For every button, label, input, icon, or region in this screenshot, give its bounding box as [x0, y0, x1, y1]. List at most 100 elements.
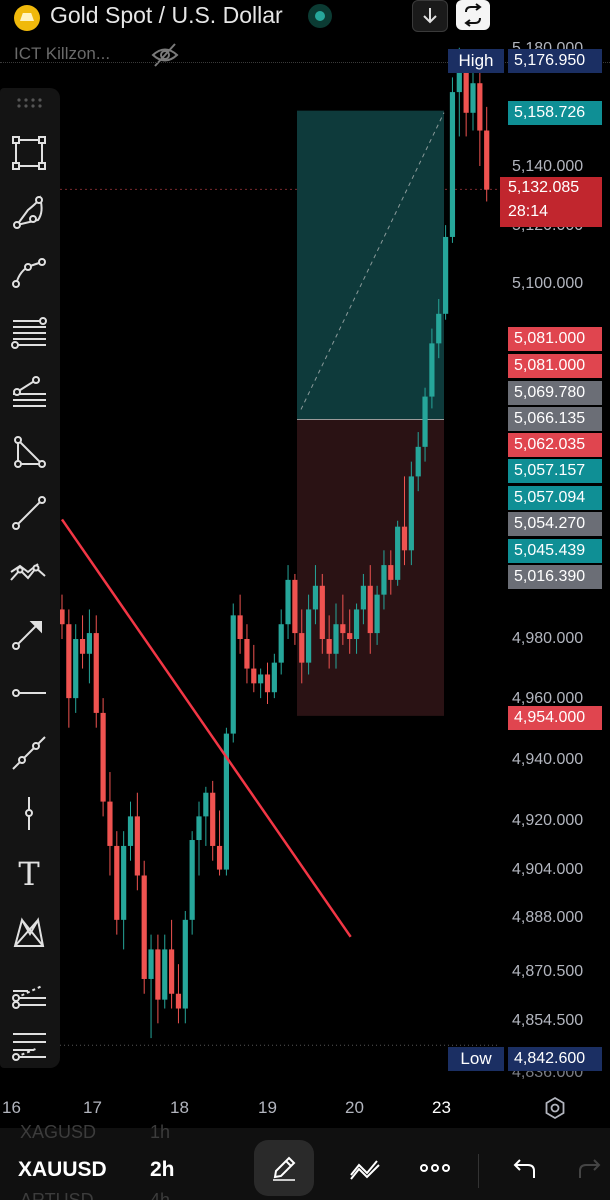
candle-body [381, 565, 387, 595]
candle-body [360, 585, 366, 610]
extended-line-tool-button[interactable] [8, 732, 50, 774]
undo-button[interactable] [494, 1140, 554, 1196]
candle-body [258, 674, 264, 684]
indicator-label[interactable]: ICT Killzon... [14, 44, 111, 63]
arrow-line-tool-button[interactable] [8, 612, 50, 654]
more-button[interactable] [404, 1140, 464, 1196]
price-axis-label: 4,904.000 [512, 861, 584, 878]
date-label: 17 [83, 1098, 102, 1117]
trend-line [60, 518, 352, 938]
fib-time-zone-tool-button[interactable] [8, 1022, 50, 1064]
fib-retracement-tool-button[interactable] [8, 372, 50, 414]
redo-button[interactable] [560, 1140, 610, 1196]
alert-price-tag: 5,057.157 [508, 459, 602, 483]
next-symbol[interactable]: ARTUSD [20, 1190, 94, 1200]
candle-body [299, 633, 305, 663]
xabcd-pattern-icon [13, 917, 45, 947]
trend-line-tool-button[interactable] [8, 492, 50, 534]
toolbar-divider [478, 1154, 479, 1188]
parallel-channel-tool-button[interactable] [8, 312, 50, 354]
parallel-lines-icon [11, 317, 47, 349]
position-path-line [300, 112, 445, 410]
vertical-line-icon [25, 797, 33, 830]
date-label: 19 [258, 1098, 277, 1117]
price-axis-label: 5,140.000 [512, 158, 584, 175]
candle-body [470, 83, 476, 113]
date-axis[interactable]: 16 17 18 19 20 23 [0, 1092, 610, 1122]
interval-picker[interactable]: 2h [150, 1158, 175, 1181]
next-interval[interactable]: 4h [150, 1190, 171, 1200]
candle-body [463, 71, 469, 113]
candle-body [134, 816, 140, 876]
candle-body [353, 609, 360, 639]
indicators-button[interactable] [334, 1140, 394, 1196]
candle-body [285, 579, 291, 625]
symbol-picker[interactable]: XAUUSD [18, 1158, 107, 1181]
date-label: 23 [432, 1098, 451, 1117]
candle-body [59, 609, 65, 625]
alert-price-tag: 5,057.094 [508, 486, 602, 510]
path-tool-button[interactable] [8, 252, 50, 294]
alert-price-tag: 5,045.439 [508, 539, 602, 563]
chart-settings-icon[interactable] [543, 1096, 567, 1120]
stop-price-tag: 4,954.000 [508, 706, 602, 730]
candle-body [114, 845, 120, 920]
gold-coin-icon [14, 5, 40, 31]
candle-body [271, 662, 277, 693]
candle-body [79, 639, 86, 654]
candle-body [237, 615, 243, 639]
candle-body [278, 624, 284, 663]
scroll-to-latest-button[interactable] [412, 0, 448, 32]
low-price-tag: 4,842.600 [508, 1047, 602, 1071]
candle-body [93, 633, 99, 713]
date-label: 16 [2, 1098, 21, 1117]
candle-body [148, 949, 154, 979]
arrow-down-icon [423, 8, 437, 24]
more-dots-icon [420, 1164, 450, 1172]
candle-body [73, 639, 79, 699]
target-price-tag: 5,158.726 [508, 101, 602, 125]
current-price-tag: 5,132.085 28:14 [500, 177, 602, 227]
candle-body [230, 615, 236, 734]
arc-tool-button[interactable] [8, 192, 50, 234]
drawing-toolbar: T [0, 88, 60, 1068]
high-label: High [448, 49, 504, 73]
chart-top-boundary [0, 62, 610, 63]
alert-price-tag: 5,062.035 [508, 433, 602, 457]
drag-handle-icon[interactable] [15, 96, 43, 110]
alert-price-tag: 5,069.780 [508, 381, 602, 405]
candle-body [477, 83, 483, 131]
previous-interval[interactable]: 1h [150, 1122, 171, 1142]
candle-body [395, 526, 401, 580]
text-icon: T [18, 855, 40, 893]
triangle-tool-button[interactable] [8, 432, 50, 474]
eye-off-icon[interactable] [150, 42, 180, 68]
symbol-title[interactable]: Gold Spot / U.S. Dollar [50, 2, 283, 28]
candle-body [66, 624, 72, 699]
candle-body [175, 993, 182, 1009]
horizontal-line-tool-button[interactable] [8, 672, 50, 714]
alert-price-tag: 5,016.390 [508, 565, 602, 589]
candle-body [484, 130, 490, 190]
candle-body [216, 845, 223, 870]
previous-symbol[interactable]: XAGUSD [20, 1122, 97, 1142]
text-tool-button[interactable]: T [8, 852, 50, 894]
redo-icon [579, 1159, 601, 1178]
candle-body [196, 816, 202, 841]
candle-body [100, 712, 106, 802]
drawing-mode-button[interactable] [254, 1140, 314, 1196]
candle-body [182, 919, 188, 1009]
rectangle-tool-button[interactable] [8, 132, 50, 174]
candlestick-chart[interactable] [0, 0, 610, 1092]
candle-body [264, 674, 271, 693]
vertical-line-tool-button[interactable] [8, 792, 50, 834]
fib-time-zone-icon [12, 1033, 46, 1061]
fib-channel-tool-button[interactable] [8, 972, 50, 1014]
sync-button[interactable] [456, 0, 490, 30]
extended-line-icon [12, 736, 46, 770]
price-axis-label: 4,920.000 [512, 812, 584, 829]
xabcd-pattern-tool-button[interactable] [8, 912, 50, 954]
candle-body [408, 476, 414, 551]
bar-countdown: 28:14 [508, 203, 549, 220]
forecast-tool-button[interactable] [8, 552, 50, 594]
